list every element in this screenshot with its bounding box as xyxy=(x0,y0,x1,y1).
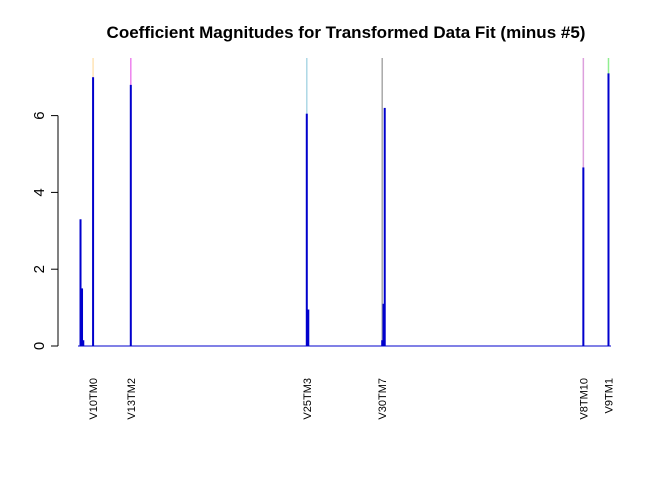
x-tick-label-1: V13TM2 xyxy=(126,378,138,420)
bar-2 xyxy=(82,340,85,346)
y-tick-label-1: 2 xyxy=(31,265,48,273)
x-tick-label-0: V10TM0 xyxy=(88,378,100,420)
bar-4 xyxy=(129,84,132,346)
axes: 0 2 4 6 xyxy=(31,111,59,350)
x-tick-label-3: V30TM7 xyxy=(377,378,389,420)
x-tick-label-4: V8TM10 xyxy=(578,378,590,420)
bar-11 xyxy=(607,73,610,347)
bar-6 xyxy=(307,309,310,346)
x-tick-label-5: V9TM1 xyxy=(603,378,615,413)
bar-1 xyxy=(81,288,84,346)
bar-0 xyxy=(79,219,82,346)
x-tick-label-2: V25TM3 xyxy=(302,378,314,420)
bar-5 xyxy=(305,113,308,347)
y-tick-label-2: 4 xyxy=(31,188,48,196)
y-tick-label-3: 6 xyxy=(31,111,48,119)
bar-7 xyxy=(381,340,384,346)
bars xyxy=(78,73,611,347)
y-tick-label-0: 0 xyxy=(31,342,48,350)
bar-9 xyxy=(383,107,386,346)
bar-3 xyxy=(92,77,95,346)
highlight-lines xyxy=(92,58,610,346)
bar-10 xyxy=(582,167,585,346)
chart-title: Coefficient Magnitudes for Transformed D… xyxy=(107,23,586,42)
x-tick-labels: V10TM0 V13TM2 V25TM3 V30TM7 V8TM10 V9TM1 xyxy=(88,378,615,420)
bar-8 xyxy=(382,303,385,346)
